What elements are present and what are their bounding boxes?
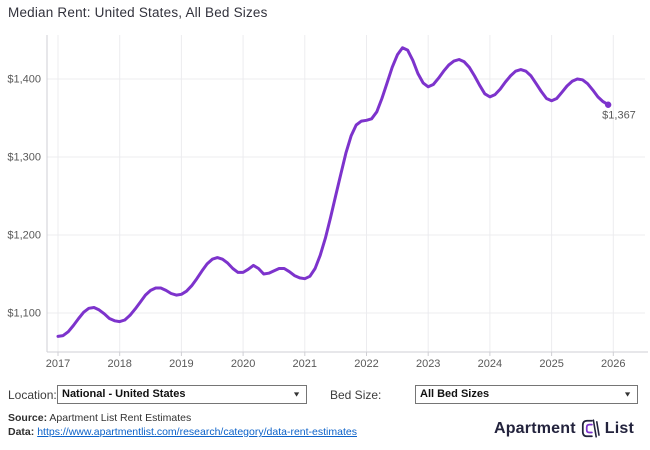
svg-text:2025: 2025 <box>539 358 563 370</box>
svg-text:2021: 2021 <box>293 358 317 370</box>
location-select-wrap: National - United States ▼ <box>57 384 307 404</box>
svg-text:2024: 2024 <box>478 358 502 370</box>
apartment-list-logo-icon <box>580 418 601 439</box>
svg-text:2023: 2023 <box>416 358 440 370</box>
logo-word-list: List <box>604 419 634 437</box>
source-text: Apartment List Rent Estimates <box>47 412 192 424</box>
chart-title: Median Rent: United States, All Bed Size… <box>8 5 268 20</box>
svg-text:$1,100: $1,100 <box>7 308 41 320</box>
bed-size-select[interactable]: All Bed Sizes <box>415 384 638 404</box>
svg-text:2022: 2022 <box>354 358 378 370</box>
location-select[interactable]: National - United States <box>57 384 307 404</box>
source-line: Source: Apartment List Rent Estimates <box>8 412 191 424</box>
bed-size-label: Bed Size: <box>330 388 382 402</box>
logo-word-apartment: Apartment <box>493 419 576 437</box>
source-label: Source: <box>8 412 48 424</box>
data-label: Data: <box>8 426 35 438</box>
bed-size-select-wrap: All Bed Sizes ▼ <box>415 384 638 404</box>
svg-text:2020: 2020 <box>231 358 255 370</box>
svg-text:2026: 2026 <box>601 358 625 370</box>
svg-text:2018: 2018 <box>107 358 131 370</box>
svg-text:$1,300: $1,300 <box>7 152 41 164</box>
median-rent-line-chart: $1,100 $1,200 $1,300 $1,400 2017 2018 2019 2020… <box>7 35 648 370</box>
apartment-list-logo: Apartment List <box>494 418 634 439</box>
svg-text:$1,400: $1,400 <box>7 74 41 86</box>
location-label: Location: <box>8 388 57 402</box>
svg-text:2019: 2019 <box>169 358 193 370</box>
data-url-link[interactable]: https://www.apartmentlist.com/research/c… <box>37 426 357 438</box>
data-line: Data: https://www.apartmentlist.com/rese… <box>8 426 357 438</box>
svg-text:$1,200: $1,200 <box>7 230 41 242</box>
end-point-label: $1,367 <box>602 110 636 122</box>
svg-text:2017: 2017 <box>46 358 70 370</box>
